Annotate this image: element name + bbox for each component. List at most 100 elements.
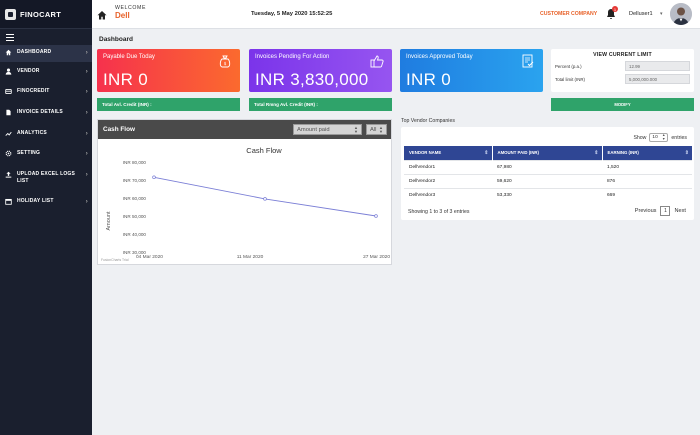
home-icon[interactable] <box>97 10 107 20</box>
sidebar-item-finocredit[interactable]: FINOCREDIT › <box>0 84 92 101</box>
modify-button[interactable]: MODIFY <box>551 98 694 111</box>
svg-text:$: $ <box>224 61 227 67</box>
sort-icon: ⇕ <box>484 150 489 156</box>
sidebar-item-label: ANALYTICS <box>17 129 47 136</box>
metric-select[interactable]: Amount paid ▲ ▼ <box>293 124 362 135</box>
current-limit-panel: VIEW CURRENT LIMIT Percent (p.a.) 12.99 … <box>551 49 694 92</box>
data-point[interactable] <box>152 175 156 180</box>
metric-select-value: Amount paid <box>297 126 330 133</box>
sidebar-item-label: SETTING <box>17 150 41 157</box>
period-select[interactable]: All ▲ ▼ <box>366 124 387 135</box>
column-header-amount-paid[interactable]: AMOUNT PAID (INR) ⇕ <box>492 146 603 160</box>
total-available-credit-label: Total Avl. Credit (INR) : <box>102 102 152 107</box>
previous-page-button[interactable]: Previous <box>634 208 657 214</box>
y-tick-label: INR 70,000 <box>123 178 147 183</box>
x-tick-label: 04 Mar 2020 <box>136 254 163 260</box>
page-number-button[interactable]: 1 <box>660 206 671 216</box>
table-row: DellVendor1 67,980 1,520 <box>404 159 692 174</box>
sidebar-item-holiday-list[interactable]: HOLIDAY LIST › <box>0 194 92 211</box>
page-size-select[interactable]: 10 ▲ ▼ <box>649 133 669 142</box>
card-value: INR 3,830,000 <box>255 70 369 89</box>
chevron-right-icon: › <box>85 68 88 75</box>
cash-flow-header: Cash Flow Amount paid ▲ ▼ All ▲ ▼ <box>98 120 391 139</box>
top-vendor-panel: Show 10 ▲ ▼ entries VENDOR NAME ⇕ AMOUNT P… <box>401 127 694 220</box>
card-invoices-pending[interactable]: Invoices Pending For Action INR 3,830,00… <box>249 49 392 92</box>
y-tick-label: INR 30,000 <box>123 250 147 255</box>
chevron-right-icon: › <box>85 110 88 117</box>
amount-paid-cell: 67,980 <box>492 159 602 174</box>
chevron-right-icon: › <box>85 89 88 96</box>
money-bag-icon: $ <box>219 55 231 68</box>
chart-icon <box>5 130 12 137</box>
earning-cell: 1,520 <box>602 159 692 174</box>
chart-credits: FusionCharts Trial <box>101 258 129 262</box>
sidebar-item-vendor[interactable]: VENDOR › <box>0 64 92 81</box>
current-datetime: Tuesday, 5 May 2020 15:52:25 <box>251 11 333 17</box>
sidebar-item-label: HOLIDAY LIST <box>17 197 54 204</box>
table-row: DellVendor2 59,620 876 <box>404 173 692 188</box>
company-type: CUSTOMER COMPANY <box>540 11 598 17</box>
data-point[interactable] <box>374 214 378 218</box>
column-header-label: EARNING (INR) <box>607 150 639 156</box>
x-tick-label: 27 Mar 2020 <box>363 254 390 260</box>
notification-badge: 1 <box>612 6 618 12</box>
sort-icon: ⇕ <box>594 150 599 156</box>
credit-icon <box>5 88 12 95</box>
limit-title: VIEW CURRENT LIMIT <box>593 52 652 58</box>
finocart-logo-icon <box>5 8 16 20</box>
card-title: Invoices Approved Today <box>406 54 473 60</box>
avatar[interactable] <box>670 3 692 25</box>
card-value: INR 0 <box>406 70 451 89</box>
brand-name: FINOCART <box>20 9 62 19</box>
sidebar-item-dashboard[interactable]: DASHBOARD › <box>0 45 92 62</box>
select-arrows-icon: ▲ ▼ <box>661 133 666 141</box>
total-limit-field: 5,000,000.000 <box>625 74 690 84</box>
chart-title: Cash Flow <box>246 146 282 155</box>
page-title: Dashboard <box>99 36 133 43</box>
column-header-label: AMOUNT PAID (INR) <box>497 150 539 156</box>
page-size-value: 10 <box>652 135 658 140</box>
entries-label: entries <box>671 134 687 141</box>
sidebar-item-setting[interactable]: SETTING › <box>0 146 92 163</box>
sidebar-item-upload-excel-logs[interactable]: UPLOAD EXCEL LOGS LIST › <box>0 167 92 190</box>
menu-toggle-button[interactable] <box>0 29 92 45</box>
approved-doc-icon <box>522 54 534 68</box>
card-payable-due[interactable]: Payable Due Today INR 0 $ <box>97 49 240 92</box>
thumbs-up-icon <box>370 55 384 68</box>
total-remaining-credit-label: Total Rmng Avl. Credit (INR) : <box>254 102 318 107</box>
total-available-credit-bar: Total Avl. Credit (INR) : <box>97 98 240 111</box>
card-title: Payable Due Today <box>103 54 155 60</box>
percent-label: Percent (p.a.) <box>555 63 582 69</box>
chevron-right-icon: › <box>85 130 88 137</box>
period-select-value: All <box>370 126 377 133</box>
welcome-label: WELCOME <box>115 5 147 11</box>
x-tick-label: 11 Mar 2020 <box>237 254 264 260</box>
card-invoices-approved[interactable]: Invoices Approved Today INR 0 <box>400 49 543 92</box>
gear-icon <box>5 150 12 157</box>
brand-logo[interactable]: FINOCART <box>0 0 92 29</box>
sidebar-item-analytics[interactable]: ANALYTICS › <box>0 126 92 143</box>
series-line <box>153 176 377 217</box>
column-header-vendor-name[interactable]: VENDOR NAME ⇕ <box>404 146 493 160</box>
chevron-right-icon: › <box>85 151 88 158</box>
chevron-right-icon: › <box>85 172 88 179</box>
y-axis-label: Amount <box>106 211 112 230</box>
sidebar: FINOCART DASHBOARD › VENDOR › FINOCREDIT… <box>0 0 92 435</box>
sidebar-item-invoice-details[interactable]: INVOICE DETAILS › <box>0 105 92 122</box>
sidebar-item-label: VENDOR <box>17 67 40 74</box>
vendor-name-cell: DellVendor1 <box>404 159 492 174</box>
sidebar-item-label: UPLOAD EXCEL LOGS LIST <box>17 171 76 185</box>
show-label: Show <box>633 134 647 141</box>
table-info: Showing 1 to 3 of 3 entries <box>408 209 470 215</box>
top-bar: WELCOME Dell Tuesday, 5 May 2020 15:52:2… <box>92 0 700 29</box>
chevron-down-icon[interactable]: ▾ <box>660 11 663 17</box>
data-point[interactable] <box>263 197 267 201</box>
total-limit-row: Total limit (INR) 5,000,000.000 <box>555 74 690 84</box>
y-tick-label: INR 40,000 <box>123 232 147 237</box>
calendar-icon <box>5 198 12 205</box>
next-page-button[interactable]: Next <box>674 208 686 214</box>
username[interactable]: Delluser1 <box>629 11 653 17</box>
column-header-earning[interactable]: EARNING (INR) ⇕ <box>602 146 692 160</box>
home-icon <box>5 49 12 56</box>
column-header-label: VENDOR NAME <box>409 150 442 156</box>
